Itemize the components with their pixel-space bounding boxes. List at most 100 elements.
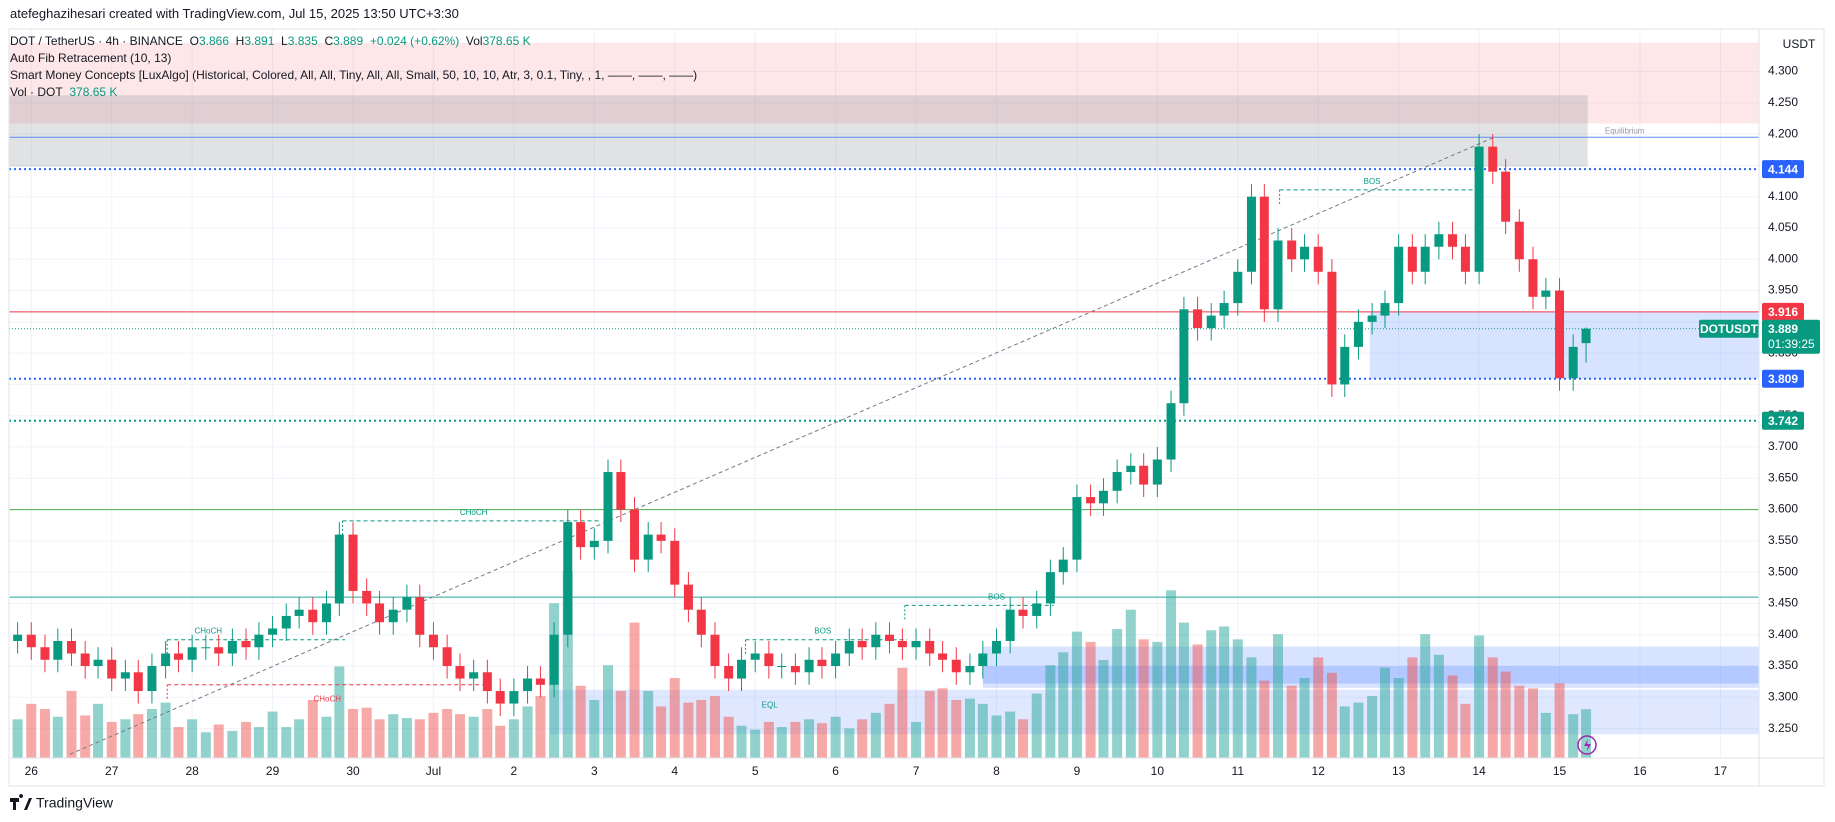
volume-bar	[884, 703, 895, 758]
brand: TradingView	[36, 795, 114, 811]
ohlc-key: C	[324, 34, 334, 48]
y-tick-label: 4.000	[1768, 251, 1798, 265]
candle-body	[1448, 234, 1458, 247]
candle-body	[1460, 246, 1470, 272]
candle-body	[1528, 259, 1538, 297]
candle-body	[281, 615, 291, 629]
candle-body	[66, 640, 76, 654]
candle-body	[1086, 497, 1096, 504]
candle-body	[1139, 465, 1149, 485]
volume-bar	[870, 712, 881, 758]
candle-body	[589, 540, 599, 548]
ohlc-key: H	[235, 34, 245, 48]
volume-bar	[1071, 631, 1082, 758]
x-tick-label: 13	[1392, 764, 1406, 778]
volume-bar	[1367, 696, 1378, 758]
volume-bar	[80, 715, 91, 758]
candle-body	[1005, 609, 1015, 641]
volume-bar	[321, 716, 332, 758]
volume-bar	[281, 727, 292, 758]
ohlc-value: 3.835	[287, 34, 318, 48]
annotation: BOS	[988, 592, 1005, 601]
volume-bar	[1353, 702, 1364, 758]
y-tick-label: 4.100	[1768, 189, 1798, 203]
candle-body	[1273, 240, 1283, 310]
price-badge	[1762, 302, 1804, 321]
volume-bar	[66, 690, 77, 758]
candle-body	[1555, 290, 1565, 379]
volume-bar	[1219, 626, 1230, 758]
candle-body	[1300, 246, 1310, 260]
vol-key: Vol	[465, 34, 483, 48]
volume-bar	[1540, 712, 1551, 758]
candle-body	[1072, 497, 1082, 560]
candle-body	[1501, 171, 1511, 222]
candle-body	[1541, 290, 1551, 297]
candle-body	[173, 653, 183, 660]
indicator: Auto Fib Retracement (10, 13)	[10, 51, 172, 65]
candle-body	[161, 653, 171, 667]
candle-body	[1206, 315, 1216, 329]
volume-bar	[844, 728, 855, 758]
candle-body	[254, 634, 264, 648]
candle-body	[1353, 321, 1363, 347]
volume-bar	[977, 703, 988, 758]
candle-body	[871, 634, 881, 648]
candle-body	[737, 659, 747, 679]
volume-bar	[508, 719, 519, 758]
annotation: Equilibrium	[1605, 127, 1645, 136]
volume-bar	[575, 685, 586, 758]
volume-bar	[1232, 639, 1243, 758]
candle-body	[1434, 234, 1444, 247]
price-badge-label: 3.809	[1768, 372, 1798, 386]
candle-body	[1098, 490, 1108, 504]
volume-bar	[924, 690, 935, 758]
candle-body	[241, 640, 251, 648]
candle-body	[214, 647, 224, 654]
candle-body	[844, 640, 854, 654]
volume-bar	[52, 716, 63, 758]
candle-body	[40, 647, 50, 660]
candle-body	[482, 672, 492, 692]
volume-bar	[897, 667, 908, 758]
candle-body	[683, 584, 693, 610]
candle-body	[1126, 465, 1136, 473]
price-badge	[1762, 411, 1804, 430]
volume-bar	[388, 714, 399, 758]
ohlc-value: 3.891	[244, 34, 275, 48]
volume-bar	[1031, 693, 1042, 758]
volume-bar	[1246, 657, 1257, 758]
volume-bar	[911, 721, 922, 758]
candle-body	[402, 597, 412, 610]
candle-body	[120, 672, 130, 679]
candle-body	[1152, 459, 1162, 485]
y-tick-label: 4.050	[1768, 220, 1798, 234]
annotation: CHoCH	[194, 627, 222, 636]
candle-body	[549, 634, 559, 685]
candle-body	[415, 597, 425, 635]
volume-bar	[1112, 629, 1123, 758]
y-tick-label: 3.950	[1768, 283, 1798, 297]
candle-body	[1018, 609, 1028, 616]
change: +0.024 (+0.62%)	[369, 34, 460, 48]
candle-body	[321, 603, 331, 623]
volume-bar	[602, 665, 613, 758]
volume-bar	[106, 721, 117, 758]
volume-bar	[964, 698, 975, 758]
indicator: Smart Money Concepts [LuxAlgo] (Historic…	[10, 68, 698, 82]
volume-bar	[454, 714, 465, 758]
y-tick-label: 3.550	[1768, 533, 1798, 547]
y-tick-label: 3.300	[1768, 689, 1798, 703]
volume-bar	[562, 571, 573, 758]
volume-bar	[991, 715, 1002, 758]
candle-body	[750, 653, 760, 660]
candle-body	[428, 634, 438, 648]
x-tick-label: 27	[105, 764, 119, 778]
volume-bar	[253, 727, 264, 758]
candle-body	[133, 672, 143, 692]
volume-bar	[267, 711, 278, 758]
candle-body	[1514, 221, 1524, 260]
volume-bar	[1299, 678, 1310, 758]
volume-bar	[187, 719, 198, 758]
alert-icon[interactable]	[1577, 735, 1597, 755]
